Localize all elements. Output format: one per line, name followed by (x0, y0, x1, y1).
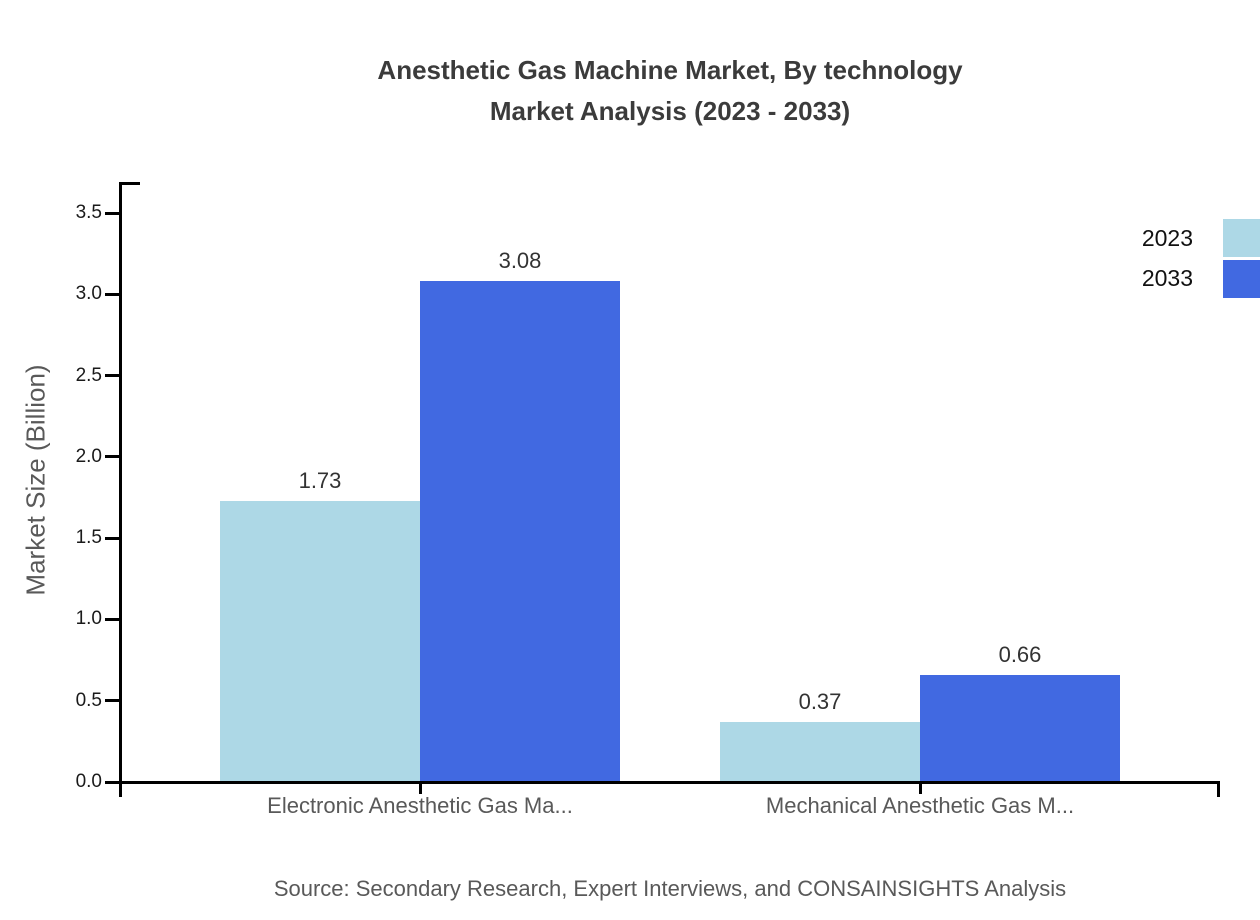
bar-2033 (420, 281, 620, 782)
y-tick-label: 3.0 (75, 283, 102, 305)
bar-value-label: 0.66 (998, 641, 1042, 667)
y-tick-label: 1.0 (75, 608, 102, 630)
y-tick-label: 2.5 (75, 364, 102, 386)
x-axis-line (119, 781, 1220, 784)
bar-value-label: 3.08 (498, 248, 542, 274)
x-category-tick (919, 781, 922, 794)
x-category-tick (419, 781, 422, 794)
y-tick (105, 292, 120, 296)
y-tick (105, 211, 120, 215)
bar-2023 (720, 721, 920, 782)
legend-swatch-2023 (1223, 219, 1260, 257)
legend-swatch-2033 (1223, 260, 1260, 298)
y-tick (105, 374, 120, 378)
legend-label-2023: 2023 (1141, 225, 1193, 251)
y-tick-label: 0.5 (75, 689, 102, 711)
bar-value-label: 0.37 (798, 688, 842, 714)
y-tick-label: 3.5 (75, 202, 102, 223)
bar-2023 (220, 500, 420, 782)
y-axis-line (119, 182, 122, 797)
legend-label-2033: 2033 (1141, 265, 1193, 291)
x-category-label: Electronic Anesthetic Gas Ma... (267, 793, 573, 818)
source-note: Source: Secondary Research, Expert Inter… (273, 876, 1067, 901)
x-axis-end-tick (1217, 781, 1220, 797)
y-tick (105, 455, 120, 459)
x-category-label: Mechanical Anesthetic Gas M... (765, 793, 1075, 818)
bar-value-label: 1.73 (298, 467, 342, 493)
y-tick (105, 699, 120, 703)
bar-2033 (920, 674, 1120, 782)
chart-title-line1: Anesthetic Gas Machine Market, By techno… (377, 55, 963, 85)
chart-title: Anesthetic Gas Machine Market, By techno… (120, 50, 1220, 132)
y-tick (105, 536, 120, 540)
chart-title-line2: Market Analysis (2023 - 2033) (489, 96, 851, 126)
y-axis-endcap (119, 182, 140, 185)
y-tick (105, 780, 120, 784)
y-tick (105, 617, 120, 621)
y-tick-label: 2.0 (75, 445, 102, 467)
y-tick-label: 1.5 (75, 527, 102, 549)
y-tick-label: 0.0 (75, 771, 102, 792)
